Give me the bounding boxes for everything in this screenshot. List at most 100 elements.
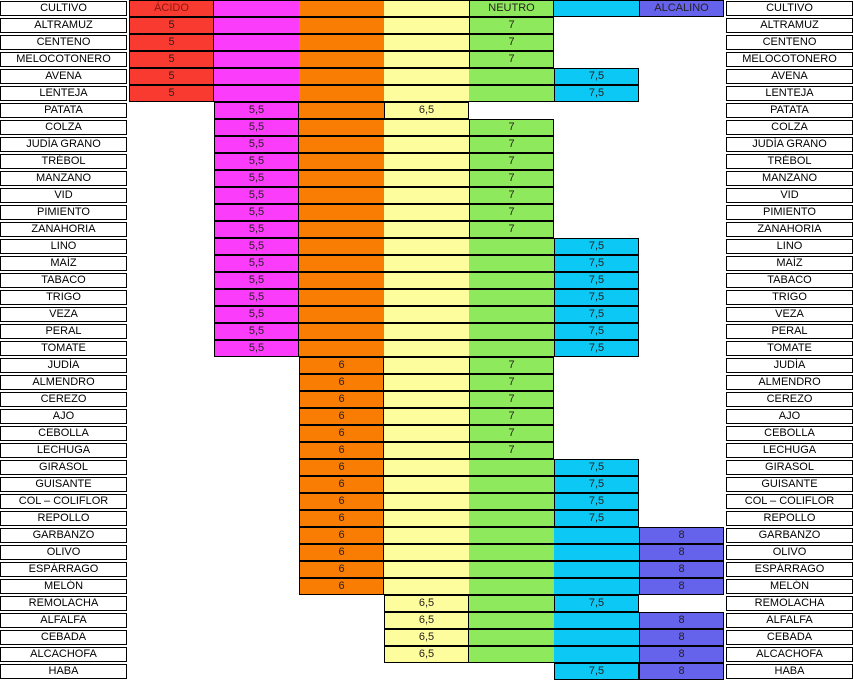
- crop-name-left-cell: MANZANO: [0, 170, 129, 187]
- crop-name-label: MELOCOTONERO: [726, 52, 853, 67]
- crop-name-label: LINO: [726, 239, 853, 254]
- ph-cell-7: 7: [469, 221, 554, 238]
- crop-name-label: MELOCOTONERO: [0, 52, 127, 67]
- crop-name-left-cell: ALCACHOFA: [0, 646, 129, 663]
- crop-name-label: AJO: [0, 409, 127, 424]
- ph-range-bar: 6,5 7,5: [129, 595, 724, 612]
- crop-name-label: JUDÍA GRANO: [0, 137, 127, 152]
- crop-name-right-cell: HABA: [724, 663, 854, 680]
- crop-row: LECHUGA 6 7 LECHUGA: [0, 442, 854, 459]
- ph-cell-7: [469, 323, 554, 340]
- ph-cell-6-5: [384, 544, 469, 561]
- crop-row: VID 5,5 7 VID: [0, 187, 854, 204]
- ph-range-bar: 5,5 7,5: [129, 306, 724, 323]
- ph-cell-7: [469, 272, 554, 289]
- crop-name-left-cell: ESPÁRRAGO: [0, 561, 129, 578]
- ph-range-bar: 5,5 7,5: [129, 238, 724, 255]
- crop-name-label: CENTENO: [0, 35, 127, 50]
- ph-cell-6-5: [384, 527, 469, 544]
- ph-range-bar: 5 7,5: [129, 68, 724, 85]
- ph-range-bar: 5,5 7: [129, 153, 724, 170]
- crop-name-label: MELÓN: [0, 579, 127, 594]
- crop-name-label: MELÓN: [726, 579, 853, 594]
- ph-cell-6-5: [384, 85, 469, 102]
- crop-name-label: TOMATE: [0, 341, 127, 356]
- crop-name-left-cell: GARBANZO: [0, 527, 129, 544]
- ph-cell-6: [299, 204, 384, 221]
- crop-name-label: REMOLACHA: [0, 596, 127, 611]
- ph-cell-6: 6: [299, 374, 384, 391]
- crop-name-label: TOMATE: [726, 341, 853, 356]
- crop-name-right-cell: ESPÁRRAGO: [724, 561, 854, 578]
- crop-name-label: ESPÁRRAGO: [0, 562, 127, 577]
- crop-name-label: AVENA: [726, 69, 853, 84]
- crop-name-label: CEBOLLA: [726, 426, 853, 441]
- crop-name-right-cell: COL – COLIFLOR: [724, 493, 854, 510]
- ph-cell-8: 8: [639, 561, 724, 578]
- ph-cell-6: 6: [299, 510, 384, 527]
- ph-range-bar: 6 7,5: [129, 510, 724, 527]
- crop-name-right-cell: MAÍZ: [724, 255, 854, 272]
- ph-range-bar: 5,5 7: [129, 119, 724, 136]
- ph-cell-6-5: [384, 17, 469, 34]
- ph-cell-8: 8: [639, 629, 724, 646]
- ph-cell-7: NEUTRO: [469, 0, 554, 17]
- ph-cell-6: [299, 340, 384, 357]
- ph-cell-5-5: [214, 51, 299, 68]
- ph-cell-6: [299, 102, 384, 119]
- crop-name-left-cell: CENTENO: [0, 34, 129, 51]
- crop-name-right-cell: OLIVO: [724, 544, 854, 561]
- ph-cell-7: [469, 306, 554, 323]
- ph-range-bar: 5,5 7,5: [129, 289, 724, 306]
- crop-name-right-cell: VID: [724, 187, 854, 204]
- ph-cell-7-5: 7,5: [554, 68, 639, 85]
- ph-cell-6: 6: [299, 561, 384, 578]
- crop-name-label: ALTRAMUZ: [0, 18, 127, 33]
- ph-cell-6-5: [384, 153, 469, 170]
- crop-name-left-cell: AVENA: [0, 68, 129, 85]
- crop-name-label: TABACO: [726, 273, 853, 288]
- ph-range-bar: 5 7,5: [129, 85, 724, 102]
- ph-cell-6-5: 6,5: [384, 629, 469, 646]
- header-cultivo-right-cell: CULTIVO: [724, 0, 854, 17]
- crop-row: TABACO 5,5 7,5 TABACO: [0, 272, 854, 289]
- crop-name-label: OLIVO: [726, 545, 853, 560]
- crop-name-label: OLIVO: [0, 545, 127, 560]
- crop-name-right-cell: LENTEJA: [724, 85, 854, 102]
- ph-cell-6-5: [384, 340, 469, 357]
- ph-cell-6: 6: [299, 578, 384, 595]
- header-row: CULTIVO ÁCIDO NEUTRO ALCALINO CULTIVO: [0, 0, 854, 17]
- ph-cell-6: [299, 170, 384, 187]
- ph-cell-5: 5: [129, 17, 214, 34]
- crop-name-left-cell: MELOCOTONERO: [0, 51, 129, 68]
- ph-cell-6-5: [384, 476, 469, 493]
- ph-cell-7: 7: [469, 119, 554, 136]
- ph-cell-7: [469, 578, 554, 595]
- crop-name-left-cell: GUISANTE: [0, 476, 129, 493]
- ph-range-bar: 6 7,5: [129, 493, 724, 510]
- ph-cell-5: 5: [129, 85, 214, 102]
- crop-name-label: CEBADA: [0, 630, 127, 645]
- ph-cell-7: 7: [469, 391, 554, 408]
- ph-cell-7: 7: [469, 187, 554, 204]
- crop-name-label: ALFALFA: [726, 613, 853, 628]
- crop-name-right-cell: ZANAHORIA: [724, 221, 854, 238]
- ph-cell-7-5: [554, 646, 639, 663]
- ph-cell-5-5: [214, 34, 299, 51]
- crop-name-label: COL – COLIFLOR: [726, 494, 853, 509]
- crop-name-left-cell: JUDÍA GRANO: [0, 136, 129, 153]
- ph-cell-5-5: 5,5: [214, 323, 299, 340]
- ph-cell-6: [299, 136, 384, 153]
- crop-name-left-cell: TOMATE: [0, 340, 129, 357]
- ph-cell-7: [469, 510, 554, 527]
- ph-cell-7: 7: [469, 425, 554, 442]
- crop-name-left-cell: ALTRAMUZ: [0, 17, 129, 34]
- crop-name-label: JUDÍA: [0, 358, 127, 373]
- ph-range-bar: 6 7,5: [129, 459, 724, 476]
- ph-cell-8: 8: [639, 527, 724, 544]
- crop-row: ALFALFA 6,5 8 ALFALFA: [0, 612, 854, 629]
- crop-name-label: HABA: [0, 664, 127, 679]
